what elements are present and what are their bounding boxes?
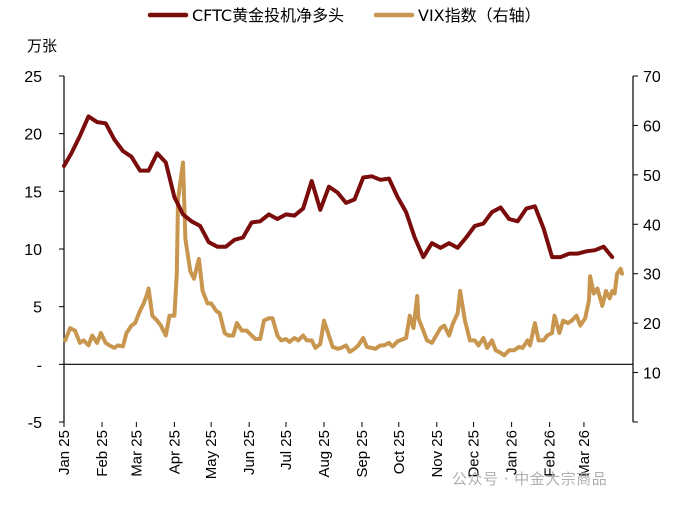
left-axis-tick-label: 15 (24, 184, 42, 201)
cftc-series-line (62, 114, 615, 260)
right-axis-tick-label: 60 (643, 118, 661, 135)
legend-label-cftc: CFTC黄金投机净多头 (192, 6, 344, 25)
right-axis-tick-label: 70 (643, 69, 661, 86)
left-axis-tick-label: - (37, 357, 42, 374)
x-axis-tick-label: Apr 25 (166, 430, 183, 474)
left-axis-tick-label: -5 (28, 415, 42, 432)
x-axis-tick-label: Nov 25 (429, 430, 446, 478)
left-axis-tick-label: 25 (24, 69, 42, 86)
x-axis-tick-label: Sep 25 (354, 430, 371, 478)
x-axis-tick-label: Feb 26 (542, 430, 559, 477)
x-axis-tick-label: Jun 25 (241, 430, 258, 475)
left-axis-tick-label: 10 (24, 242, 42, 259)
x-axis-tick-label: May 25 (203, 430, 220, 479)
vix-series-line (63, 160, 624, 358)
x-axis-tick-label: Feb 25 (94, 430, 111, 477)
left-axis-tick-label: 5 (33, 300, 42, 317)
x-axis-tick-label: Jan 26 (504, 430, 521, 475)
right-axis-tick-label: 40 (643, 217, 661, 234)
right-axis-tick-label: 20 (643, 316, 661, 333)
left-axis-tick-label: 20 (24, 127, 42, 144)
legend: CFTC黄金投机净多头 VIX指数（右轴） (147, 6, 541, 25)
series-layer (62, 114, 624, 358)
right-axis-tick-label: 50 (643, 168, 661, 185)
x-axis-tick-label: Aug 25 (316, 430, 333, 478)
left-axis-unit-label: 万张 (27, 37, 57, 55)
x-axis-labels: Jan 25 Feb 25 Mar 25 Apr 25 May 25 Jun 25 Jul … (56, 430, 593, 479)
x-axis-tick-label: Jul 25 (278, 430, 295, 470)
x-axis-tick-label: Mar 26 (576, 430, 593, 477)
x-axis-tick-label: Jan 25 (56, 430, 73, 475)
x-axis-tick-label: Oct 25 (391, 430, 408, 474)
x-axis-tick-label: Dec 25 (466, 430, 483, 478)
right-axis-tick-label: 30 (643, 267, 661, 284)
x-axis-tick-label: Mar 25 (128, 430, 145, 477)
watermark: 公众号 · 中金大宗商品 (452, 470, 608, 488)
right-axis-tick-label: 10 (643, 366, 661, 383)
legend-label-vix: VIX指数（右轴） (418, 6, 541, 25)
